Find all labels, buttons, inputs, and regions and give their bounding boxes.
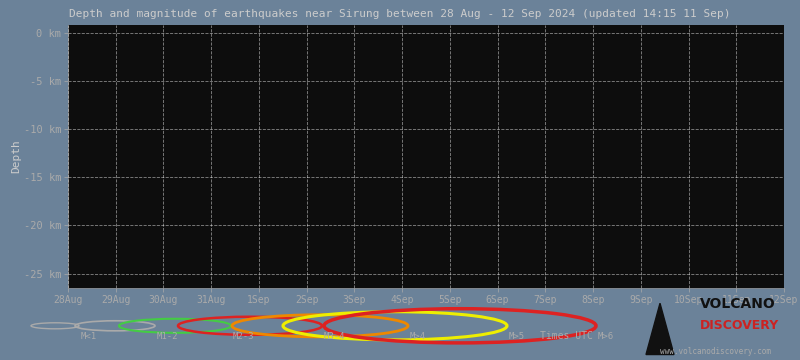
Y-axis label: Depth: Depth <box>10 140 21 174</box>
Text: M>6: M>6 <box>598 332 614 341</box>
Text: M3-4: M3-4 <box>324 332 346 341</box>
Text: M>4: M>4 <box>410 332 426 341</box>
Polygon shape <box>646 303 674 355</box>
Text: M>5: M>5 <box>509 332 525 341</box>
Text: www.volcanodiscovery.com: www.volcanodiscovery.com <box>660 347 771 356</box>
Text: Times UTC: Times UTC <box>540 331 593 341</box>
Text: M2-3: M2-3 <box>233 332 254 341</box>
Text: M<1: M<1 <box>81 332 97 341</box>
Text: VOLCANO: VOLCANO <box>700 297 776 311</box>
Text: Depth and magnitude of earthquakes near Sirung between 28 Aug - 12 Sep 2024 (upd: Depth and magnitude of earthquakes near … <box>70 9 730 19</box>
Text: DISCOVERY: DISCOVERY <box>700 319 779 332</box>
Text: M1-2: M1-2 <box>157 332 178 341</box>
